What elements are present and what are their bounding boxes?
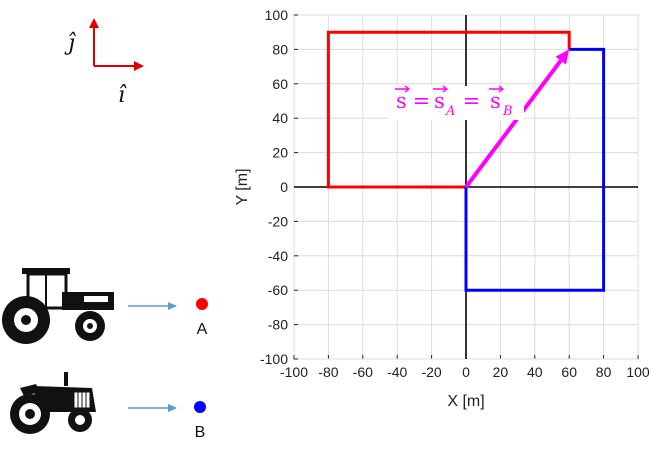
equation-s-a: s bbox=[434, 89, 445, 113]
modern-tractor-icon bbox=[2, 268, 114, 344]
y-tick-label: -100 bbox=[260, 351, 288, 367]
series-path-b bbox=[464, 47, 606, 292]
vector-equation: s = s A = s B bbox=[388, 85, 524, 120]
y-tick-label: 100 bbox=[265, 7, 289, 23]
x-tick-label: 40 bbox=[527, 364, 543, 380]
legend-label-a: A bbox=[197, 321, 208, 338]
x-tick-label: -60 bbox=[353, 364, 373, 380]
series-path-a bbox=[326, 30, 571, 189]
equation-background bbox=[388, 86, 524, 120]
legend-item-b: B bbox=[128, 401, 206, 441]
x-tick-label: -20 bbox=[421, 364, 441, 380]
vec-arrow-s bbox=[395, 85, 411, 93]
legend: A B bbox=[128, 298, 208, 441]
tick-labels: -100 -80 -60 -40 -20 0 20 40 60 80 100 -100 -80 -60 -4… bbox=[260, 7, 650, 380]
x-tick-label: 100 bbox=[626, 364, 650, 380]
x-tick-label: 0 bbox=[462, 364, 470, 380]
displacement-vector-head bbox=[555, 49, 570, 65]
legend-label-b: B bbox=[195, 424, 206, 441]
y-tick-label: 60 bbox=[272, 76, 288, 92]
equation-eq-2: = bbox=[456, 89, 487, 113]
unit-vectors: ĵ î bbox=[64, 18, 144, 108]
legend-marker-b bbox=[194, 401, 206, 413]
legend-marker-a bbox=[196, 298, 208, 310]
x-tick-label: -40 bbox=[387, 364, 407, 380]
x-tick-label: 60 bbox=[561, 364, 577, 380]
y-tick-label: -60 bbox=[268, 282, 288, 298]
legend-item-a: A bbox=[128, 298, 208, 338]
y-tick-label: -80 bbox=[268, 317, 288, 333]
equation-sub-b: B bbox=[502, 104, 513, 119]
vec-arrow-s-a bbox=[433, 85, 449, 93]
displacement-vector bbox=[464, 59, 563, 189]
equation-s: s bbox=[396, 89, 407, 113]
equation-s-b: s bbox=[490, 89, 501, 113]
y-tick-label: -40 bbox=[268, 248, 288, 264]
y-tick-label: 0 bbox=[280, 179, 288, 195]
x-tick-label: 20 bbox=[493, 364, 509, 380]
equation-sub-a: A bbox=[445, 104, 455, 119]
series-group bbox=[326, 30, 606, 292]
y-tick-label: 40 bbox=[272, 110, 288, 126]
y-tick-label: 20 bbox=[272, 145, 288, 161]
x-axis-label: X [m] bbox=[447, 393, 484, 410]
x-tick-label: -100 bbox=[280, 364, 308, 380]
vintage-tractor-icon bbox=[10, 372, 96, 434]
x-tick-label: -80 bbox=[318, 364, 338, 380]
y-axis-label: Y [m] bbox=[234, 168, 251, 205]
x-tick-label: 80 bbox=[596, 364, 612, 380]
plot-area: -100 -80 -60 -40 -20 0 20 40 60 80 100 -100 -80 -60 -4… bbox=[234, 7, 650, 410]
i-hat-label: î bbox=[118, 83, 127, 108]
y-tick-label: -20 bbox=[268, 213, 288, 229]
j-hat-label: ĵ bbox=[64, 31, 76, 56]
vec-arrow-s-b bbox=[489, 85, 505, 93]
y-tick-label: 80 bbox=[272, 41, 288, 57]
equation-eq-1: = bbox=[406, 89, 437, 113]
